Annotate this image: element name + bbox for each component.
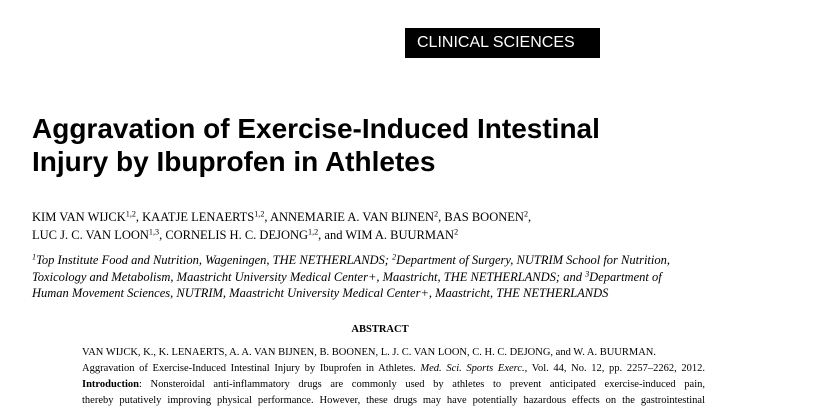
abstract-line: thereby putatively improving physical pe… [82, 393, 705, 409]
abstract-line: Introduction: Nonsteroidal anti-inflamma… [82, 377, 705, 393]
affiliation-text: Toxicology and Metabolism, Maastricht Un… [32, 269, 586, 284]
author-text: LUC J. C. VAN LOON [32, 228, 149, 242]
affiliation-text: Top Institute Food and Nutrition, Wageni… [36, 253, 393, 267]
author-text: , ANNEMARIE A. VAN BIJNEN [264, 210, 435, 224]
abstract-text: VAN WIJCK, K., K. LENAERTS, A. A. VAN BI… [82, 347, 656, 358]
affiliation-text: Department of [589, 269, 662, 284]
superscript: 2 [523, 209, 528, 219]
author-text: , KAATJE LENAERTS [135, 210, 255, 224]
superscript: 1,2 [125, 209, 136, 219]
superscript: 3 [585, 269, 590, 279]
author-text: , [528, 210, 532, 224]
superscript: 2 [454, 227, 459, 237]
superscript: 1,2 [254, 209, 265, 219]
abstract-text: , Vol. 44, No. 12, pp. 2257–2262, 2012. [524, 363, 705, 374]
abstract-text: thereby putatively improving physical pe… [82, 395, 705, 406]
superscript: 1 [32, 252, 37, 262]
section-label: CLINICAL SCIENCES [405, 28, 600, 58]
abstract-text: Introduction [82, 379, 139, 390]
abstract-text: Med. Sci. Sports Exerc. [420, 363, 525, 374]
abstract-line: VAN WIJCK, K., K. LENAERTS, A. A. VAN BI… [82, 345, 705, 361]
author-text: , and WIM A. BUURMAN [318, 228, 455, 242]
superscript: 2 [434, 209, 439, 219]
author-text: KIM VAN WIJCK [32, 210, 126, 224]
author-line: LUC J. C. VAN LOON1,3, CORNELIS H. C. DE… [32, 226, 531, 244]
superscript: 1,2 [308, 227, 319, 237]
affiliation-text: Human Movement Sciences, NUTRIM, Maastri… [32, 286, 609, 300]
title: Aggravation of Exercise-Induced Intestin… [32, 112, 600, 178]
affiliation-text: Department of Surgery, NUTRIM School for… [396, 253, 671, 267]
affiliations: 1Top Institute Food and Nutrition, Wagen… [32, 252, 670, 302]
affiliation-line: 1Top Institute Food and Nutrition, Wagen… [32, 252, 670, 269]
superscript: 2 [392, 252, 397, 262]
title-line: Aggravation of Exercise-Induced Intestin… [32, 113, 600, 144]
title-line: Injury by Ibuprofen in Athletes [32, 146, 436, 177]
author-text: , BAS BOONEN [438, 210, 524, 224]
authors: KIM VAN WIJCK1,2, KAATJE LENAERTS1,2, AN… [32, 208, 531, 244]
abstract-text: Aggravation of Exercise-Induced Intestin… [82, 363, 421, 374]
abstract-line: Aggravation of Exercise-Induced Intestin… [82, 361, 705, 377]
affiliation-line: Toxicology and Metabolism, Maastricht Un… [32, 269, 670, 286]
author-text: , CORNELIS H. C. DEJONG [159, 228, 309, 242]
author-line: KIM VAN WIJCK1,2, KAATJE LENAERTS1,2, AN… [32, 208, 531, 226]
abstract: VAN WIJCK, K., K. LENAERTS, A. A. VAN BI… [82, 345, 705, 409]
abstract-text: : Nonsteroidal anti-inflammatory drugs a… [139, 379, 705, 390]
abstract-heading: ABSTRACT [351, 324, 409, 335]
affiliation-line: Human Movement Sciences, NUTRIM, Maastri… [32, 285, 670, 302]
superscript: 1,3 [148, 227, 160, 237]
